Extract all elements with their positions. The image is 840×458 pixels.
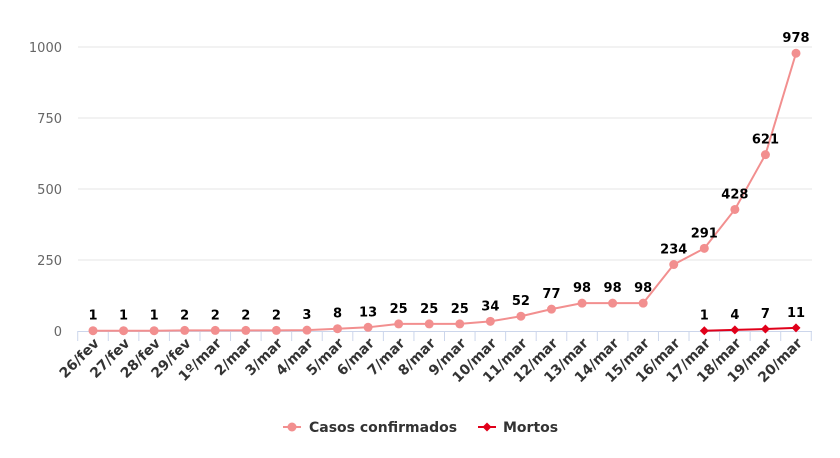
data-label: 7	[761, 307, 770, 322]
y-tick-label: 0	[54, 325, 62, 340]
data-label: 25	[390, 302, 408, 317]
data-label: 1	[700, 309, 709, 324]
data-point	[791, 48, 801, 58]
data-point	[119, 326, 129, 336]
legend-label: Casos confirmados	[309, 420, 457, 436]
data-label: 1	[119, 309, 128, 324]
data-point	[577, 298, 587, 308]
data-label: 13	[359, 305, 377, 320]
series-line	[93, 52, 797, 332]
data-label: 98	[604, 281, 622, 296]
data-point	[608, 298, 618, 308]
data-point	[638, 298, 648, 308]
data-label: 2	[180, 308, 189, 323]
y-tick-label: 500	[37, 183, 62, 198]
data-label: 621	[752, 133, 779, 148]
data-point	[180, 325, 190, 335]
data-point	[546, 304, 556, 314]
data-point	[760, 150, 770, 160]
data-point	[210, 325, 220, 335]
data-point	[241, 325, 251, 335]
data-labels: 1 1 1 2 2 2 2 3 8 13 25 25 25 34 52 77 98 98 9823429142862…	[88, 31, 809, 323]
data-point	[394, 319, 404, 329]
data-point	[333, 324, 343, 334]
data-label: 77	[542, 287, 560, 302]
data-point	[791, 323, 801, 333]
data-point	[760, 324, 770, 334]
data-label: 291	[691, 226, 718, 241]
data-point	[699, 326, 709, 336]
data-point	[271, 325, 281, 335]
data-point	[730, 204, 740, 214]
series	[88, 48, 801, 336]
data-label: 234	[660, 243, 687, 258]
y-tick-label: 750	[37, 112, 62, 127]
axes: 0250500750100026/fev27/fev28/fev29/fev1º…	[29, 41, 812, 386]
data-point	[516, 311, 526, 321]
legend: Casos confirmados Mortos	[283, 420, 558, 436]
data-label: 2	[241, 308, 250, 323]
legend-label: Mortos	[503, 420, 558, 436]
data-point	[730, 325, 740, 335]
data-point	[149, 326, 159, 336]
data-point	[302, 325, 312, 335]
data-label: 428	[721, 187, 748, 202]
legend-marker	[287, 422, 297, 432]
data-label: 34	[481, 299, 499, 314]
y-tick-label: 1000	[29, 41, 62, 56]
data-label: 1	[88, 309, 97, 324]
data-point	[424, 319, 434, 329]
data-label: 25	[420, 302, 438, 317]
data-label: 52	[512, 294, 530, 309]
data-label: 4	[730, 308, 739, 323]
data-point	[88, 326, 98, 336]
data-label: 11	[787, 306, 805, 321]
legend-item[interactable]: Mortos	[478, 420, 558, 436]
grid-lines	[78, 46, 812, 261]
y-tick-label: 250	[37, 254, 62, 269]
data-label: 3	[302, 308, 311, 323]
data-point	[669, 260, 679, 270]
data-label: 2	[272, 308, 281, 323]
data-label: 8	[333, 307, 342, 322]
data-point	[455, 319, 465, 329]
data-point	[363, 322, 373, 332]
data-label: 2	[211, 308, 220, 323]
legend-item[interactable]: Casos confirmados	[283, 420, 457, 436]
series-line	[704, 326, 797, 332]
data-label: 25	[451, 302, 469, 317]
data-label: 978	[782, 31, 809, 46]
legend-marker	[482, 422, 492, 432]
data-label: 98	[634, 281, 652, 296]
data-point	[485, 316, 495, 326]
data-label: 1	[150, 309, 159, 324]
data-label: 98	[573, 281, 591, 296]
data-point	[699, 243, 709, 253]
